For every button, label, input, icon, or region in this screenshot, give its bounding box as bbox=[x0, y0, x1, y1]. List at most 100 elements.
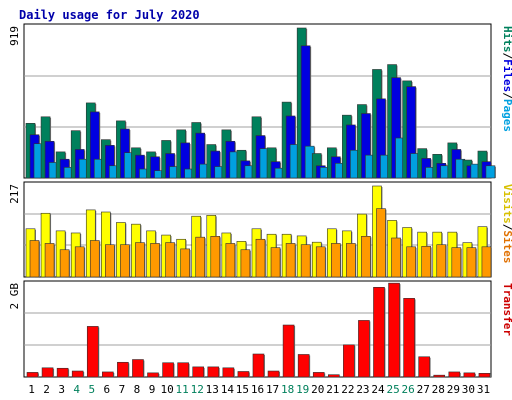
bar bbox=[285, 243, 296, 278]
x-tick-label: 28 bbox=[432, 383, 445, 396]
x-tick-label: 17 bbox=[266, 383, 279, 396]
bar bbox=[312, 372, 325, 378]
bar bbox=[86, 326, 99, 378]
series-legend-label: Visits bbox=[501, 184, 512, 224]
bar bbox=[463, 372, 476, 378]
x-tick-label: 3 bbox=[58, 383, 65, 396]
x-tick-label: 26 bbox=[402, 383, 415, 396]
bar bbox=[180, 248, 190, 278]
bar bbox=[388, 282, 400, 378]
bar bbox=[297, 354, 310, 378]
bar bbox=[485, 165, 496, 179]
y-max-label: 217 bbox=[8, 184, 21, 204]
bar bbox=[135, 242, 145, 278]
x-tick-label: 12 bbox=[191, 383, 204, 396]
x-tick-label: 6 bbox=[104, 383, 111, 396]
bar bbox=[327, 374, 340, 378]
x-tick-label: 27 bbox=[417, 383, 430, 396]
x-tick-label: 5 bbox=[88, 383, 95, 396]
bar bbox=[132, 359, 144, 378]
bar bbox=[358, 320, 370, 378]
series-legend-label: / bbox=[501, 92, 512, 99]
bar bbox=[56, 367, 69, 378]
bar bbox=[391, 237, 401, 278]
x-tick-label: 11 bbox=[176, 383, 189, 396]
bar bbox=[240, 249, 251, 278]
bar bbox=[210, 236, 221, 278]
bar bbox=[105, 244, 115, 278]
x-tick-label: 13 bbox=[206, 383, 219, 396]
bar bbox=[162, 362, 174, 378]
bar bbox=[207, 366, 220, 378]
bar bbox=[120, 244, 130, 278]
x-tick-label: 19 bbox=[296, 383, 309, 396]
x-tick-label: 25 bbox=[386, 383, 399, 396]
bar bbox=[192, 366, 205, 378]
bar bbox=[270, 247, 281, 278]
bar bbox=[147, 372, 159, 378]
bar bbox=[89, 240, 100, 278]
x-tick-label: 21 bbox=[326, 383, 339, 396]
bar bbox=[117, 361, 129, 378]
x-tick-label: 2 bbox=[43, 383, 50, 396]
bar bbox=[376, 208, 386, 278]
series-legend: Hits/Files/Pages bbox=[501, 26, 512, 132]
bar bbox=[222, 367, 235, 378]
bar bbox=[481, 246, 492, 278]
x-tick-label: 4 bbox=[73, 383, 80, 396]
bar bbox=[165, 242, 175, 278]
bar bbox=[346, 243, 356, 278]
series-legend-label: Files bbox=[501, 59, 512, 92]
series-legend: Transfer bbox=[501, 283, 512, 336]
bar bbox=[330, 243, 341, 278]
x-tick-label: 30 bbox=[462, 383, 475, 396]
bar bbox=[315, 246, 326, 278]
x-tick-label: 1 bbox=[28, 383, 35, 396]
y-max-label: 919 bbox=[8, 26, 21, 46]
bar bbox=[71, 370, 84, 378]
bar bbox=[252, 353, 265, 378]
x-tick-label: 10 bbox=[160, 383, 173, 396]
x-tick-label: 8 bbox=[134, 383, 141, 396]
bar bbox=[237, 371, 250, 378]
bar bbox=[421, 246, 431, 278]
bar bbox=[418, 356, 430, 378]
bar bbox=[300, 244, 311, 278]
bar bbox=[102, 371, 114, 378]
bar bbox=[403, 298, 415, 378]
x-tick-label: 7 bbox=[119, 383, 126, 396]
bar bbox=[433, 374, 446, 378]
x-tick-label: 20 bbox=[311, 383, 324, 396]
bar bbox=[466, 247, 477, 278]
x-tick-label: 22 bbox=[341, 383, 354, 396]
bar bbox=[44, 243, 55, 278]
y-max-label: 2 GB bbox=[8, 283, 21, 310]
bar bbox=[225, 243, 236, 278]
bar bbox=[59, 249, 70, 278]
bar bbox=[451, 247, 462, 278]
bar bbox=[41, 367, 54, 378]
series-legend-label: Transfer bbox=[501, 283, 512, 336]
series-legend-label: Sites bbox=[501, 230, 512, 263]
x-tick-label: 23 bbox=[356, 383, 369, 396]
x-tick-label: 14 bbox=[221, 383, 235, 396]
x-tick-label: 29 bbox=[447, 383, 460, 396]
x-tick-label: 24 bbox=[371, 383, 385, 396]
bar bbox=[343, 344, 355, 378]
bar bbox=[406, 246, 416, 278]
x-tick-label: 18 bbox=[281, 383, 294, 396]
x-tick-label: 16 bbox=[251, 383, 264, 396]
series-legend: Visits/Sites bbox=[501, 184, 512, 264]
bar bbox=[26, 372, 39, 378]
bar bbox=[436, 244, 447, 278]
bar bbox=[29, 240, 40, 278]
bar bbox=[478, 373, 491, 378]
series-legend-label: / bbox=[501, 53, 512, 60]
bar bbox=[282, 324, 295, 378]
bar bbox=[74, 246, 85, 278]
bar bbox=[361, 236, 371, 278]
series-legend-label: Pages bbox=[501, 99, 512, 132]
x-tick-label: 31 bbox=[477, 383, 490, 396]
